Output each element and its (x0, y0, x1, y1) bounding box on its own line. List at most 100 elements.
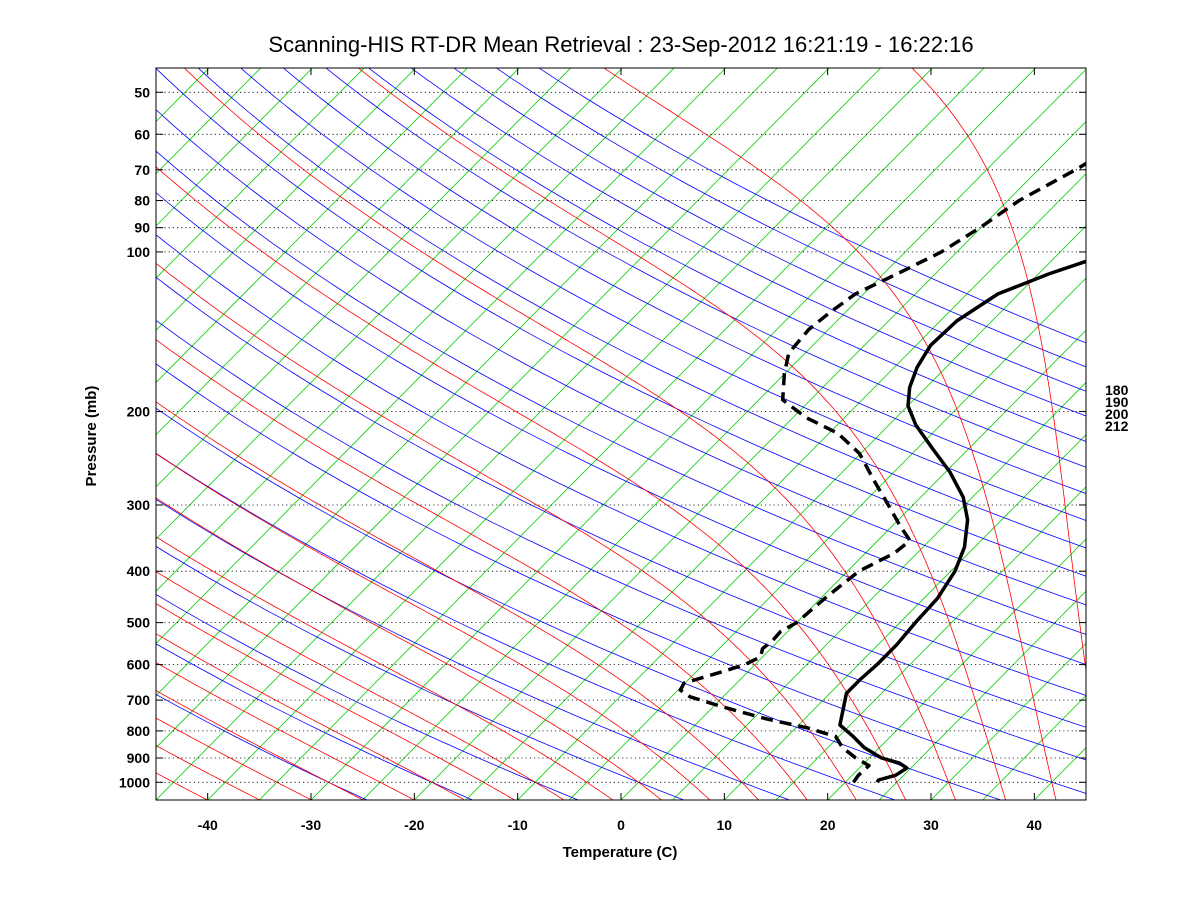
y-tick-label: 200 (127, 404, 151, 420)
isotherm-line (413, 121, 1086, 800)
isotherm-line (156, 68, 365, 279)
x-tick-label: -30 (301, 817, 321, 833)
dry-adiabat-line (156, 498, 791, 800)
moist-adiabat-line (156, 536, 614, 800)
dry-adiabat-line (197, 68, 1086, 549)
moist-adiabat-line (156, 717, 313, 800)
y-tick-label: 90 (134, 220, 150, 236)
y-tick-label: 80 (134, 193, 150, 209)
isotherm-line (156, 68, 417, 331)
dry-adiabat-line (156, 452, 897, 800)
dry-adiabat-line (156, 109, 1086, 606)
isotherm-line (156, 68, 572, 488)
temperature-profile-line (838, 259, 1086, 784)
isotherm-line (465, 173, 1086, 800)
isotherm-line (156, 68, 830, 749)
dry-adiabat-line (156, 593, 580, 800)
side-label: 190 (1105, 394, 1129, 410)
isotherm-line (156, 68, 313, 227)
dry-adiabat-line (156, 234, 1086, 696)
side-label: 180 (1105, 382, 1129, 398)
dry-adiabat-line (156, 68, 1086, 577)
moist-adiabat-line (156, 339, 808, 800)
isotherm-line (362, 68, 1086, 800)
y-tick-label: 60 (134, 126, 150, 142)
y-axis-label: Pressure (mb) (83, 386, 100, 487)
isotherm-line (156, 68, 882, 800)
moist-adiabat-line (357, 68, 1007, 800)
dry-adiabat-line (240, 68, 1086, 521)
isotherm-line (156, 68, 778, 697)
moist-adiabat-line (156, 603, 516, 800)
isotherm-line (258, 68, 985, 800)
moist-adiabat-line (603, 68, 1057, 800)
isotherm-line (156, 68, 262, 175)
isotherm-line (672, 381, 1086, 800)
y-tick-label: 900 (127, 750, 151, 766)
y-tick-label: 500 (127, 615, 151, 631)
plot-background (156, 68, 1086, 800)
isotherm-line (207, 68, 933, 800)
isotherm-line (620, 329, 1086, 800)
y-tick-label: 1000 (119, 774, 150, 790)
side-label: 212 (1105, 418, 1129, 434)
sounding-profiles (678, 161, 1086, 784)
x-tick-label: 10 (717, 817, 733, 833)
dry-adiabat-line (156, 319, 1086, 761)
dry-adiabat-line (156, 150, 1086, 635)
isotherm-line (827, 538, 1086, 800)
isotherm-line (568, 277, 1086, 800)
isotherm-line (775, 486, 1086, 800)
x-tick-label: 20 (820, 817, 836, 833)
dry-adiabat-line (538, 68, 1086, 344)
thermodynamic-background-lines (156, 68, 1086, 800)
dry-adiabat-line (495, 68, 1086, 368)
dry-adiabat-line (453, 68, 1086, 392)
x-tick-label: 0 (617, 817, 625, 833)
isotherm-line (723, 434, 1086, 800)
moist-adiabat-line (156, 633, 466, 800)
moist-adiabat-line (156, 166, 907, 800)
isotherm-line (930, 642, 1086, 800)
dry-adiabat-line (156, 276, 1086, 728)
y-tick-label: 600 (127, 657, 151, 673)
y-tick-label: 50 (134, 84, 150, 100)
y-tick-label: 700 (127, 692, 151, 708)
y-tick-label: 300 (127, 497, 151, 513)
dry-adiabat-line (156, 545, 685, 800)
moist-adiabat-line (183, 68, 956, 800)
dry-adiabat-line (282, 68, 1086, 494)
moist-adiabat-line (156, 662, 416, 800)
y-tick-label: 100 (127, 244, 151, 260)
x-tick-label: -20 (404, 817, 424, 833)
isotherm-line (878, 590, 1086, 800)
isotherm-line (517, 225, 1086, 800)
y-tick-label: 800 (127, 723, 151, 739)
plot-area (155, 67, 1087, 801)
x-axis-label: Temperature (C) (563, 844, 678, 861)
moist-adiabat-line (911, 68, 1086, 674)
dry-adiabat-line (156, 363, 1086, 794)
x-tick-label: 40 (1027, 817, 1043, 833)
dry-adiabat-line (410, 68, 1086, 417)
chart-title: Scanning-HIS RT-DR Mean Retrieval : 23-S… (268, 32, 973, 57)
side-label: 200 (1105, 406, 1129, 422)
dry-adiabat-line (367, 68, 1086, 442)
isotherm-line (310, 68, 1037, 800)
moist-adiabat-line (156, 745, 261, 800)
x-tick-label: -40 (198, 817, 218, 833)
dry-adiabat-line (156, 407, 1003, 800)
moist-adiabat-line (156, 571, 565, 800)
x-tick-label: -10 (508, 817, 528, 833)
dry-adiabat-line (325, 68, 1086, 468)
moist-adiabat-line (156, 497, 663, 800)
moist-adiabat-line (156, 401, 759, 800)
isotherm-line (156, 68, 727, 644)
isotherm-line (156, 68, 675, 592)
y-tick-label: 70 (134, 162, 150, 178)
moist-adiabat-line (156, 262, 857, 800)
isotherm-line (156, 68, 520, 436)
moist-adiabat-line (156, 690, 364, 800)
